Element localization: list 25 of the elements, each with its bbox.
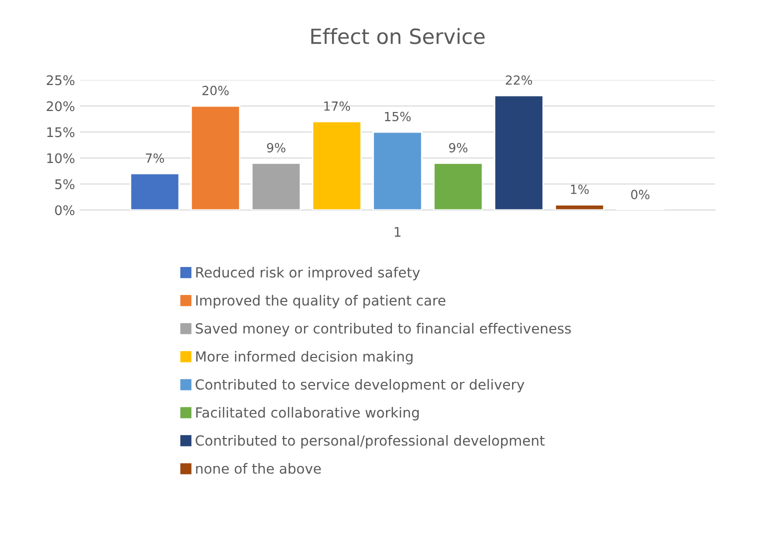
legend-label: Contributed to service development or delivery — [196, 378, 524, 392]
data-label: 22% — [506, 75, 532, 85]
legend-label: none of the above — [196, 463, 321, 474]
legend-label: Saved money or contributed to financial effectiveness — [196, 322, 571, 336]
y-tick-label: 0% — [55, 205, 74, 216]
legend-label: Contributed to personal/professional development — [196, 435, 545, 448]
data-label: 17% — [324, 101, 350, 111]
y-tick-label: 10% — [47, 153, 74, 164]
y-tick-label: 5% — [55, 179, 74, 190]
data-label: 20% — [202, 86, 229, 96]
x-tick-label: 1 — [394, 227, 400, 237]
data-label: 0% — [631, 190, 650, 200]
data-label: 1% — [570, 184, 589, 194]
y-tick-label: 20% — [46, 101, 74, 112]
y-tick-label: 25% — [46, 75, 74, 86]
data-label: 7% — [146, 153, 164, 163]
chart-title: Effect on Service — [311, 28, 485, 44]
legend-label: Reduced risk or improved safety — [196, 266, 420, 280]
legend-label: Facilitated collaborative working — [196, 407, 419, 420]
data-label: 9% — [449, 142, 468, 152]
y-tick-label: 15% — [47, 127, 74, 138]
data-label: 9% — [267, 142, 286, 152]
legend-label: More informed decision making — [196, 350, 413, 364]
legend-label: Improved the quality of patient care — [196, 294, 446, 308]
data-label: 15% — [384, 112, 411, 122]
